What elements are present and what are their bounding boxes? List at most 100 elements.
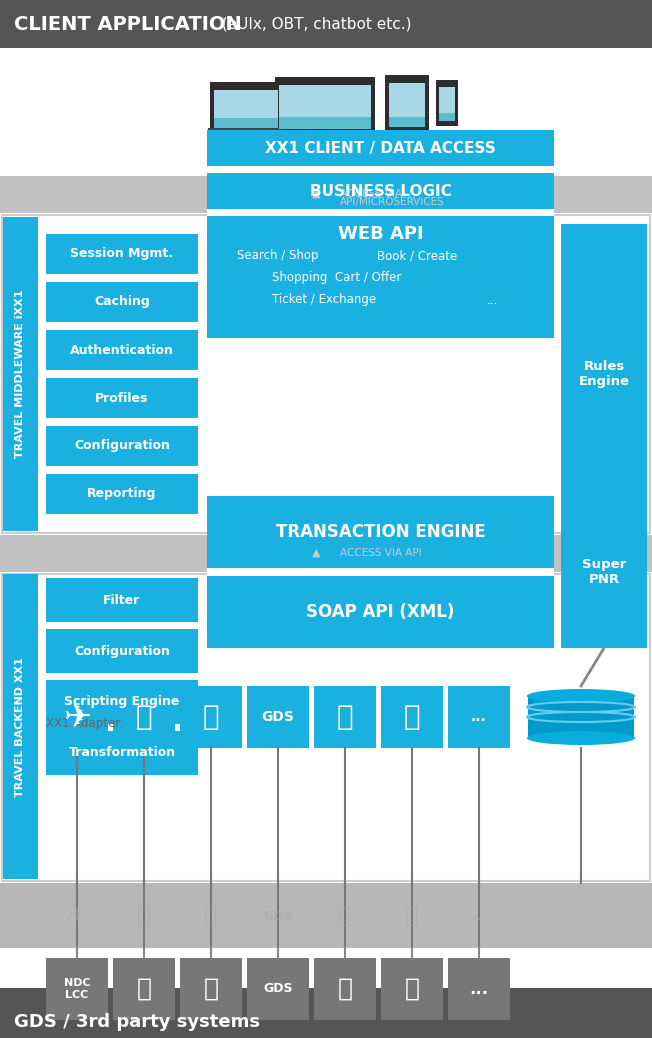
Bar (113, 686, 175, 748)
Text: ...: ... (472, 909, 486, 923)
Text: GDS / 3rd party systems: GDS / 3rd party systems (14, 1013, 260, 1031)
Text: WEB API: WEB API (338, 225, 423, 243)
Bar (207, 568, 554, 576)
Text: ...: ... (486, 294, 497, 306)
Bar (46, 474, 198, 514)
Text: XX1 Adapter:: XX1 Adapter: (46, 716, 124, 730)
Bar (279, 117, 371, 129)
Text: Filter: Filter (104, 594, 141, 606)
Text: BUSINESS LOGIC: BUSINESS LOGIC (310, 184, 451, 198)
Text: Search / Shop: Search / Shop (237, 249, 318, 263)
Bar (314, 958, 376, 1020)
Bar (389, 83, 425, 127)
Bar (439, 113, 455, 121)
Text: (eUIx, OBT, chatbot etc.): (eUIx, OBT, chatbot etc.) (212, 17, 411, 31)
Bar (46, 686, 108, 748)
Bar (275, 77, 375, 133)
Bar (214, 90, 278, 128)
Text: ACCESS VIA API: ACCESS VIA API (340, 548, 422, 558)
Text: 🛌: 🛌 (203, 977, 218, 1001)
Text: NDC
LCC: NDC LCC (64, 978, 91, 1000)
Text: TRANSACTION ENGINE: TRANSACTION ENGINE (276, 523, 485, 541)
Text: SOAP API (XML): SOAP API (XML) (306, 603, 454, 621)
Ellipse shape (527, 731, 635, 745)
Bar (247, 686, 309, 748)
Bar (180, 958, 242, 1020)
Bar (46, 958, 108, 1020)
Text: ▲: ▲ (312, 548, 320, 558)
Bar (0, 176, 652, 213)
Bar (46, 234, 198, 274)
Text: Ticket / Exchange: Ticket / Exchange (272, 294, 376, 306)
Text: ACCESS VIA: ACCESS VIA (340, 189, 402, 199)
Text: Shopping  Cart / Offer: Shopping Cart / Offer (273, 272, 402, 284)
Bar (46, 282, 198, 322)
Bar (207, 496, 554, 568)
Bar (0, 572, 652, 883)
Text: Book / Create: Book / Create (377, 249, 457, 263)
Bar (439, 87, 455, 121)
Text: Super
PNR: Super PNR (582, 558, 626, 586)
Text: ▲: ▲ (312, 189, 320, 199)
Text: 🚶: 🚶 (406, 906, 419, 926)
Bar (210, 82, 282, 132)
Bar (381, 686, 443, 748)
Bar (0, 948, 652, 1023)
Bar (214, 118, 278, 128)
Text: Reporting: Reporting (87, 488, 156, 500)
Bar (46, 378, 198, 418)
Text: TRAVEL MIDDLEWARE iXX1: TRAVEL MIDDLEWARE iXX1 (15, 290, 25, 458)
Text: Profiles: Profiles (95, 391, 149, 405)
Bar (279, 85, 371, 129)
Text: Rules
Engine: Rules Engine (578, 360, 629, 388)
Text: Configuration: Configuration (74, 439, 170, 453)
Text: 🚗: 🚗 (136, 977, 151, 1001)
Text: XX1 CLIENT / DATA ACCESS: XX1 CLIENT / DATA ACCESS (265, 140, 496, 156)
Text: Configuration: Configuration (74, 645, 170, 657)
Text: Session Mgmt.: Session Mgmt. (70, 247, 173, 261)
Text: ...: ... (471, 710, 487, 723)
Bar (46, 578, 198, 622)
Text: 🚂: 🚂 (338, 906, 351, 926)
Bar (247, 958, 309, 1020)
Bar (207, 130, 554, 166)
Text: 🚂: 🚂 (338, 977, 353, 1001)
Bar (448, 686, 510, 748)
Text: Caching: Caching (94, 296, 150, 308)
Text: 🛌: 🛌 (204, 906, 218, 926)
Bar (0, 48, 652, 176)
Text: ...: ... (469, 980, 488, 998)
Bar (207, 166, 554, 173)
Bar (46, 426, 198, 466)
Bar (0, 535, 652, 572)
Text: Transformation: Transformation (68, 746, 175, 760)
Bar (3, 574, 38, 879)
Text: 🚶: 🚶 (404, 977, 419, 1001)
Bar (180, 686, 242, 748)
Bar (303, 140, 347, 145)
Bar (46, 629, 198, 673)
Bar (207, 216, 554, 338)
Text: GDS: GDS (263, 983, 293, 995)
Bar (381, 958, 443, 1020)
Bar (436, 80, 458, 126)
Bar (0, 213, 652, 535)
Bar (113, 958, 175, 1020)
Text: API/MICROSERVICES: API/MICROSERVICES (340, 197, 445, 207)
Bar (0, 883, 652, 948)
Text: 🚂: 🚂 (336, 703, 353, 731)
Bar (207, 173, 554, 209)
Bar (2, 215, 650, 532)
Bar (528, 696, 634, 738)
Bar (207, 209, 554, 216)
Text: TRAVEL BACKEND XX1: TRAVEL BACKEND XX1 (15, 657, 25, 797)
Bar (314, 686, 376, 748)
Text: ✈: ✈ (63, 701, 91, 734)
Bar (2, 574, 650, 881)
Text: Authentication: Authentication (70, 344, 174, 356)
Bar (448, 958, 510, 1020)
Bar (0, 0, 652, 48)
Bar (561, 496, 647, 648)
Text: CLIENT APPLICATION: CLIENT APPLICATION (14, 15, 242, 33)
Bar (208, 128, 286, 134)
